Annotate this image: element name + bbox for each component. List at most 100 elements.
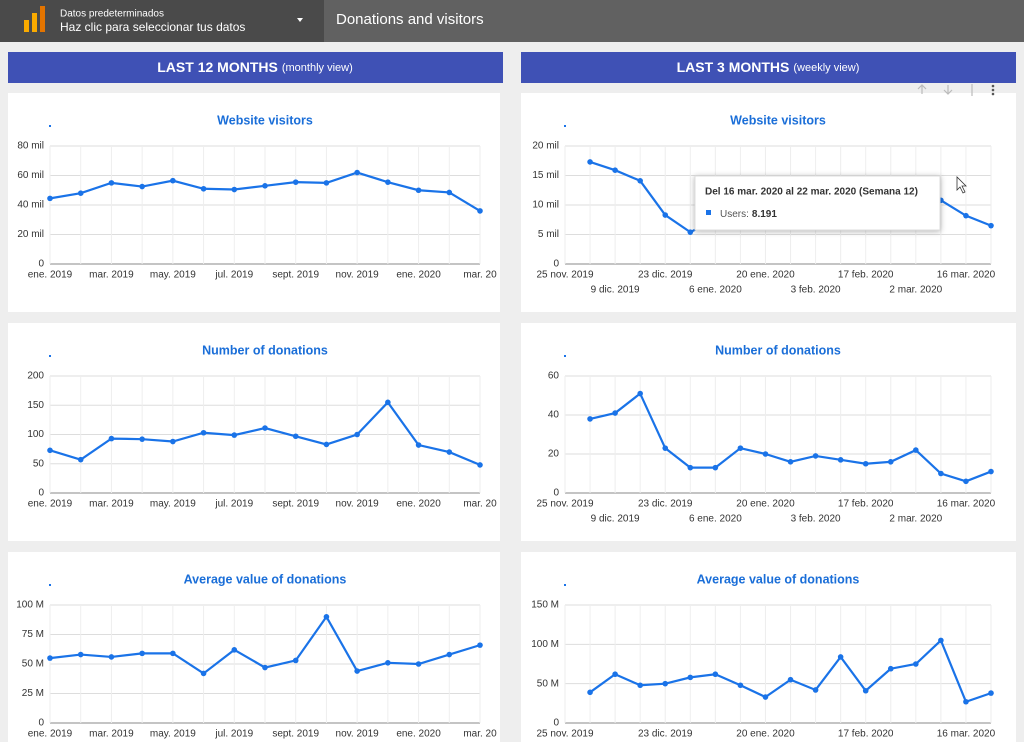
title-marker [564,125,566,127]
point [170,438,176,445]
y-tick-label: 10 mil [532,200,559,211]
point [737,682,744,689]
x-tick-label: 23 dic. 2019 [638,270,693,281]
y-tick-label: 40 mil [17,200,44,211]
x-tick-label: 25 nov. 2019 [536,729,594,740]
point [231,647,238,653]
point [662,680,669,687]
point [712,671,719,678]
x-tick-label: 17 feb. 2020 [838,499,894,510]
logo [24,6,45,32]
more-menu[interactable] [991,84,995,96]
chart-panel: Average value of donations 0 50 M 100 M 150 … [521,552,1016,742]
point [446,651,453,658]
x-tick-label: 20 ene. 2020 [736,729,795,740]
chart: Average value of donations 0 25 M 50 M 75 M 1… [16,572,497,739]
y-tick-label: 50 M [22,659,44,670]
x-tick-label: ene. 2020 [396,499,441,510]
y-tick-label: 200 [27,371,44,382]
y-tick-label: 40 [548,410,560,421]
chart-panel: Number of donations 0 50 100 150 200 ene. 2019… [8,323,500,541]
x-tick-label: mar. 2019 [89,499,134,510]
x-tick-label: sept. 2019 [272,270,319,281]
source-action[interactable]: Haz clic para seleccionar tus datos [60,20,245,34]
section-heading: LAST 3 MONTHS (weekly view) [677,59,860,75]
dropdown-arrow[interactable] [297,18,303,22]
point [812,453,819,459]
point [988,222,994,229]
point [837,654,844,660]
point [292,179,299,185]
y-tick-label: 0 [38,488,44,499]
y-tick-label: 0 [553,259,559,270]
point [77,456,84,463]
point [323,614,330,620]
point [47,655,53,661]
chart-title: Website visitors [217,113,313,127]
point [354,169,360,176]
point [262,664,268,671]
point [292,657,299,664]
point [108,654,115,660]
point [812,687,819,693]
y-tick-label: 60 mil [17,170,44,181]
y-tick-label: 0 [553,488,559,499]
point [108,435,115,442]
section-header [8,52,503,83]
data-source-bar[interactable] [0,0,324,42]
x-tick-label: 6 ene. 2020 [689,514,742,525]
y-tick-label: 15 mil [532,170,559,181]
x-tick-label: 17 feb. 2020 [838,270,894,281]
x-tick-label: 20 ene. 2020 [736,270,795,281]
x-tick-label: jul. 2019 [214,270,253,281]
point [587,159,593,165]
point [354,431,360,438]
x-tick-label: jul. 2019 [214,729,253,740]
point [415,442,422,448]
tooltip: Del 16 mar. 2020 al 22 mar. 2020 (Semana… [694,175,941,231]
x-tick-label: 16 mar. 2020 [937,499,996,510]
sort-up[interactable] [917,84,927,94]
title-bar [324,0,1024,42]
x-tick-label: may. 2019 [150,270,196,281]
point [938,470,944,477]
x-tick-label: 3 feb. 2020 [791,514,841,525]
panel [521,323,1016,541]
y-tick-label: 80 mil [17,141,44,152]
x-tick-label: mar. 2019 [89,270,134,281]
panel [8,93,500,312]
point [323,180,330,186]
x-tick-label: 20 ene. 2020 [736,499,795,510]
point [887,459,894,465]
x-tick-label: ene. 2019 [28,499,73,510]
x-tick-label: jul. 2019 [214,499,253,510]
sort-down[interactable] [943,85,953,95]
section-title: LAST 12 MONTHS [157,59,278,75]
x-tick-label: 25 nov. 2019 [536,270,594,281]
x-tick-label: 16 mar. 2020 [937,729,996,740]
tooltip-row: Users: 8.191 [720,209,777,220]
x-tick-label: 9 dic. 2019 [591,514,640,525]
chart-title: Number of donations [202,343,328,357]
chart-title: Number of donations [715,343,841,357]
point [47,195,53,202]
point [108,180,115,186]
section-title: LAST 3 MONTHS [677,59,790,75]
point [170,177,176,184]
point [862,460,869,467]
point [612,671,618,678]
cursor [956,176,967,194]
x-tick-label: sept. 2019 [272,729,319,740]
point [587,416,593,422]
x-tick-label: sept. 2019 [272,499,319,510]
point [913,661,919,667]
point [988,690,994,696]
tooltip-value: 8.191 [752,209,777,220]
y-tick-label: 20 mil [17,229,44,240]
x-tick-label: 17 feb. 2020 [838,729,894,740]
x-tick-label: may. 2019 [150,729,196,740]
point [963,478,969,485]
point [139,650,145,657]
y-tick-label: 20 [548,449,560,460]
